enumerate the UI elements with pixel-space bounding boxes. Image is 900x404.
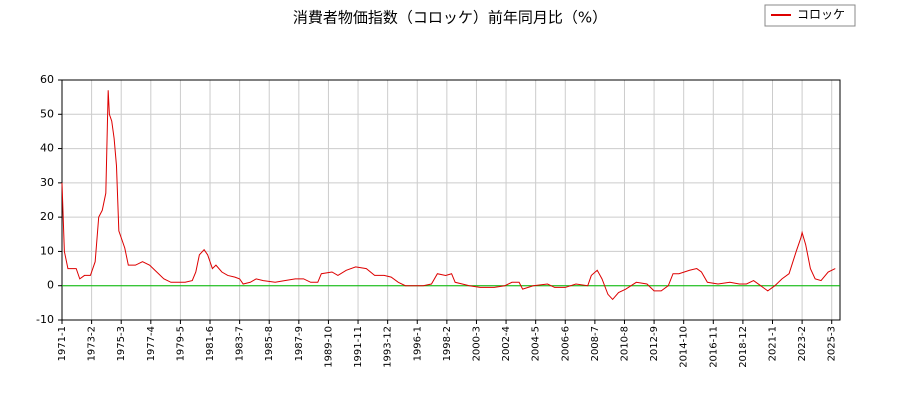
x-tick-label: 2004-5 [531,326,542,361]
x-tick-label: 1973-2 [87,326,98,361]
x-tick-label: 2018-12 [738,326,749,368]
x-tick-label: 1977-4 [146,326,157,361]
y-tick-label: 0 [47,279,54,292]
plot-frame [61,79,841,321]
x-tick-label: 2023-2 [797,326,808,361]
x-tick-label: 2002-4 [501,326,512,361]
x-tick-label: 2021-1 [768,326,779,361]
legend-label: コロッケ [797,8,845,22]
x-tick-label: 1998-2 [442,326,453,361]
x-tick-label: 2016-11 [708,326,719,368]
x-tick-label: 2014-10 [679,326,690,368]
y-tick-label: 50 [40,107,54,120]
y-tick-label: 30 [40,176,54,189]
chart-title: 消費者物価指数（コロッケ）前年同月比（%） [293,9,607,27]
x-tick-label: 1993-12 [383,326,394,368]
x-tick-label: 2006-6 [560,326,571,361]
y-tick-label: 60 [40,73,54,86]
x-tick-label: 1989-10 [323,326,334,368]
x-tick-label: 1991-11 [353,326,364,368]
y-tick-label: 20 [40,210,54,223]
y-tick-label: -10 [36,313,54,326]
x-tick-label: 1996-1 [412,326,423,361]
x-tick-label: 1987-9 [294,326,305,361]
x-tick-label: 1979-5 [175,326,186,361]
x-tick-label: 2000-3 [471,326,482,361]
x-tick-label: 1975-3 [116,326,127,361]
x-tick-label: 2025-3 [827,326,838,361]
x-tick-label: 2010-8 [619,326,630,361]
data-line [61,90,836,301]
legend-box [764,4,856,27]
x-tick-label: 1985-8 [264,326,275,361]
x-tick-label: 1971-1 [57,326,68,361]
x-tick-label: 1981-6 [205,326,216,361]
x-tick-label: 2012-9 [649,326,660,361]
x-tick-label: 2008-7 [590,326,601,361]
x-tick-label: 1983-7 [235,326,246,361]
y-tick-label: 10 [40,244,54,257]
y-tick-label: 40 [40,142,54,155]
